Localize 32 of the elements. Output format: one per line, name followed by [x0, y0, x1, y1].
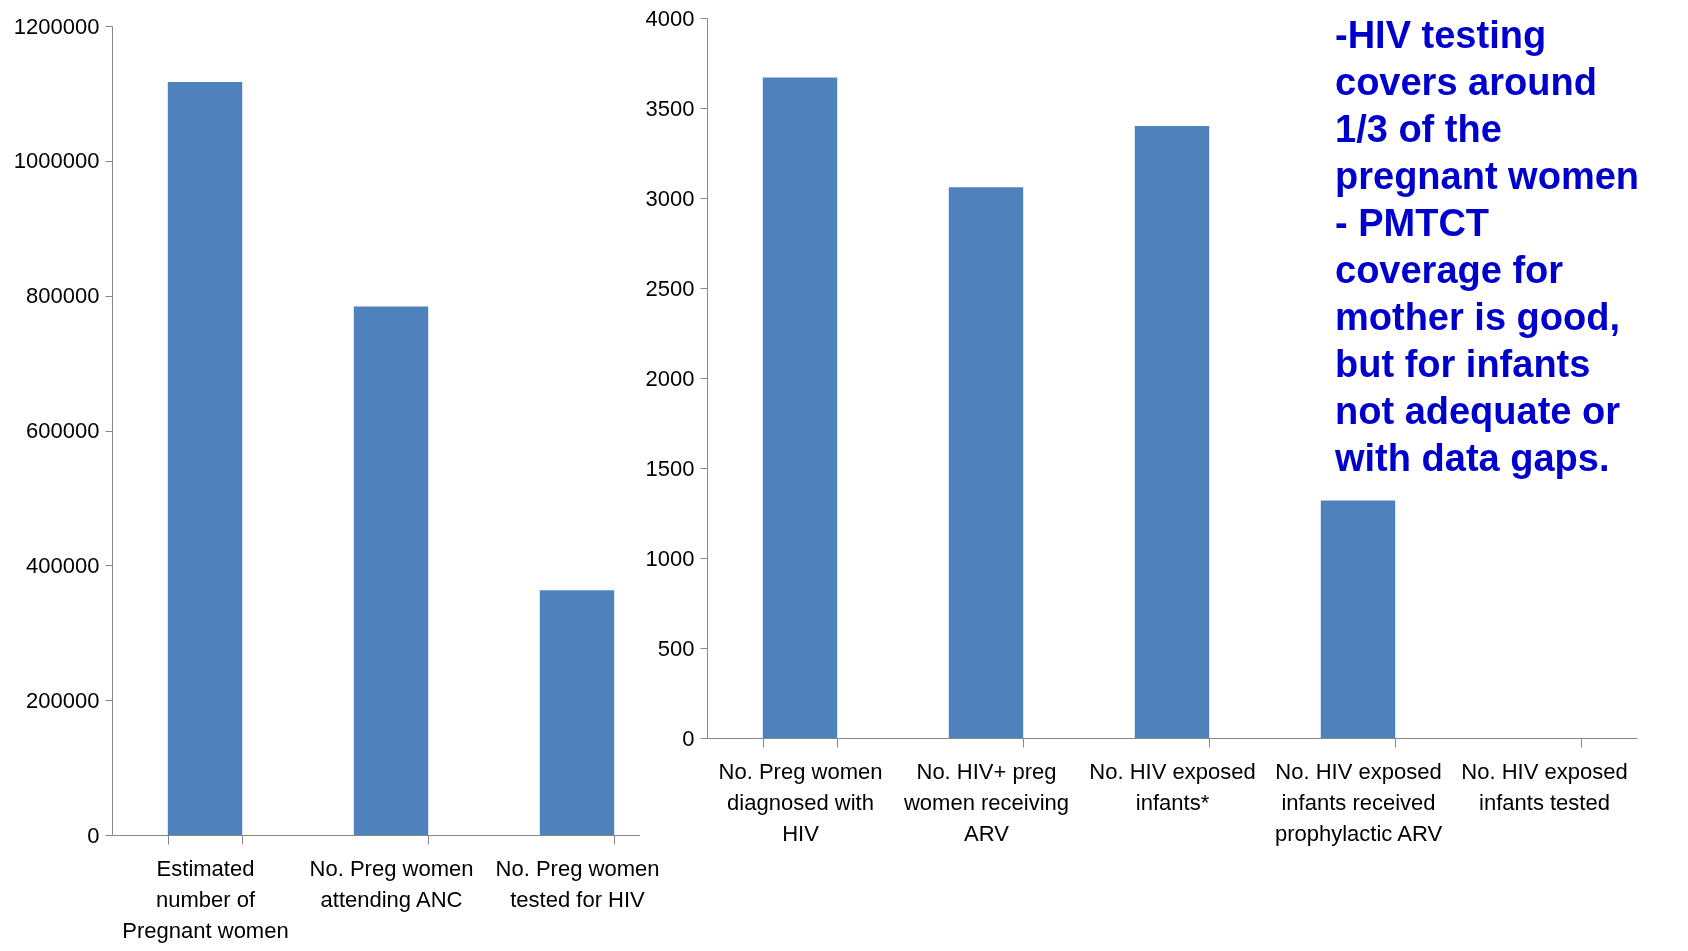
- bar: [353, 306, 429, 835]
- text: -HIV testing covers around 1/3 of the pregnant women - PMTCT coverage for mother is good, but for infants not adequate or with data gaps.: [1335, 14, 1640, 479]
- x-tick-label: No. HIV exposed infants received prophylactic ARV: [1274, 758, 1443, 846]
- y-tick-label: 600000: [26, 418, 100, 443]
- y-tick-label: 800000: [26, 283, 100, 309]
- bar: [1320, 500, 1396, 738]
- y-tick-label: 3000: [645, 185, 695, 211]
- x-tick-label: No. HIV exposed infants*: [1089, 758, 1256, 815]
- bar: [1134, 126, 1210, 738]
- x-tick-label: Estimated number of Pregnant women: [122, 855, 289, 943]
- bar: [539, 590, 615, 835]
- y-tick-label: 0: [682, 725, 695, 751]
- y-tick-label: 400000: [26, 552, 100, 578]
- y-tick-label: 200000: [26, 687, 100, 713]
- y-tick-label: 3500: [645, 95, 695, 121]
- bar: [762, 77, 838, 738]
- y-tick-label: 1000000: [13, 148, 100, 174]
- y-tick-label: 4000: [645, 5, 695, 31]
- bar: [948, 187, 1024, 738]
- x-tick-label: No. HIV exposed infants tested: [1461, 758, 1628, 815]
- y-tick-label: 0: [87, 822, 100, 848]
- x-tick-label: No. Preg women diagnosed with HIV: [718, 758, 883, 846]
- y-tick-label: 1200000: [13, 13, 100, 39]
- y-tick-label: 1500: [645, 455, 695, 481]
- y-tick-label: 500: [657, 635, 695, 661]
- x-tick-label: No. HIV+ preg women receiving ARV: [902, 758, 1070, 846]
- y-tick-label: 2000: [645, 365, 695, 391]
- bar: [167, 81, 243, 835]
- y-tick-label: 1000: [645, 545, 695, 571]
- y-tick-label: 2500: [645, 275, 695, 301]
- x-tick-label: No. Preg women tested for HIV: [495, 855, 660, 912]
- x-tick-label: No. Preg women attending ANC: [309, 855, 474, 912]
